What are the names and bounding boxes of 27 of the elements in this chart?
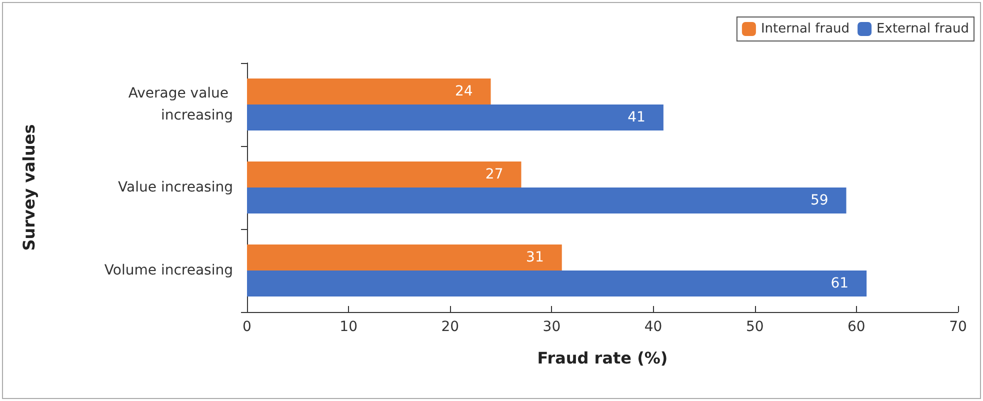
data-label: 61 — [830, 276, 849, 292]
data-label: 31 — [526, 250, 544, 266]
x-tick-label: 40 — [644, 319, 662, 335]
data-label: 41 — [628, 110, 646, 126]
data-label: 24 — [454, 84, 473, 100]
y-axis-title: Survey values — [20, 124, 38, 251]
x-tick-label: 50 — [746, 319, 764, 335]
legend-label: Internal fraud — [760, 22, 850, 36]
bar — [247, 188, 846, 214]
data-label: 27 — [485, 166, 504, 182]
y-tick-label: Average value increasing — [128, 86, 233, 124]
x-tick-label: 70 — [949, 319, 967, 335]
bar — [247, 244, 562, 270]
y-tick-label: Volume increasing — [104, 262, 233, 278]
x-tick-label: 0 — [242, 319, 252, 335]
x-tick-label: 10 — [340, 319, 358, 335]
legend-label: External fraud — [876, 22, 970, 36]
x-tick-label: 20 — [441, 319, 460, 335]
bar — [247, 162, 522, 188]
bar — [247, 270, 867, 296]
data-label: 59 — [810, 192, 828, 208]
x-tick-label: 60 — [848, 319, 866, 335]
x-tick-label: 30 — [542, 319, 561, 335]
y-tick-label: Value increasing — [118, 180, 233, 196]
bar — [247, 104, 664, 130]
bar — [247, 78, 491, 104]
x-axis-title: Fraud rate (%) — [537, 348, 668, 368]
